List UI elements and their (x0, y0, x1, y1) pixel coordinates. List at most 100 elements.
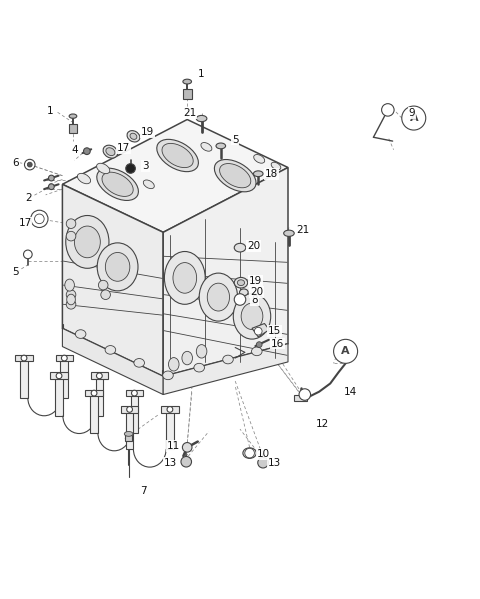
Circle shape (258, 458, 268, 468)
Ellipse shape (199, 273, 238, 321)
Text: 7: 7 (140, 486, 146, 497)
Text: 3: 3 (142, 161, 149, 171)
Polygon shape (163, 344, 288, 395)
Polygon shape (96, 376, 103, 416)
Circle shape (56, 373, 62, 379)
Ellipse shape (271, 162, 281, 170)
Ellipse shape (97, 243, 138, 291)
Circle shape (61, 355, 67, 361)
Ellipse shape (168, 358, 179, 371)
Polygon shape (126, 390, 143, 397)
Text: 5: 5 (12, 267, 19, 277)
Text: 5: 5 (232, 135, 239, 145)
Ellipse shape (75, 329, 86, 338)
Text: 18: 18 (264, 169, 278, 179)
Circle shape (126, 164, 135, 173)
Polygon shape (161, 406, 179, 413)
Ellipse shape (164, 252, 205, 304)
Circle shape (234, 294, 246, 305)
Ellipse shape (254, 155, 264, 163)
Circle shape (98, 280, 108, 290)
Text: 21: 21 (183, 108, 196, 118)
Ellipse shape (103, 145, 118, 158)
Ellipse shape (284, 230, 294, 237)
Ellipse shape (157, 140, 198, 172)
Circle shape (35, 214, 44, 223)
Text: 20: 20 (250, 288, 264, 297)
Polygon shape (91, 373, 108, 379)
Ellipse shape (106, 252, 130, 282)
Ellipse shape (234, 277, 248, 288)
Ellipse shape (69, 114, 77, 118)
Circle shape (96, 373, 102, 379)
Ellipse shape (183, 79, 192, 84)
Polygon shape (252, 323, 269, 337)
Ellipse shape (233, 294, 271, 339)
Circle shape (334, 340, 358, 364)
Ellipse shape (102, 172, 133, 196)
Ellipse shape (134, 359, 144, 367)
Ellipse shape (105, 346, 116, 354)
Text: 20: 20 (247, 241, 260, 251)
Polygon shape (50, 373, 68, 379)
Text: 12: 12 (316, 419, 329, 429)
Ellipse shape (241, 303, 263, 329)
Circle shape (66, 300, 76, 309)
Text: 13: 13 (164, 458, 177, 468)
Circle shape (254, 327, 262, 335)
Circle shape (101, 290, 110, 300)
Text: 9: 9 (408, 108, 415, 118)
Polygon shape (126, 409, 133, 449)
Text: 15: 15 (268, 326, 281, 335)
Polygon shape (125, 435, 132, 441)
Circle shape (21, 355, 27, 361)
Circle shape (84, 148, 90, 155)
Text: 6: 6 (12, 158, 19, 168)
Ellipse shape (74, 226, 100, 258)
Text: A: A (409, 113, 418, 123)
Text: 4: 4 (71, 145, 78, 155)
Text: 14: 14 (344, 387, 357, 397)
Ellipse shape (65, 279, 74, 291)
Text: 17: 17 (117, 143, 131, 153)
Circle shape (66, 219, 76, 228)
Text: 8: 8 (251, 295, 258, 305)
Circle shape (27, 162, 32, 167)
Ellipse shape (219, 164, 251, 187)
Polygon shape (15, 355, 33, 361)
Ellipse shape (124, 431, 133, 436)
Circle shape (24, 159, 35, 170)
Polygon shape (62, 119, 288, 232)
Circle shape (132, 390, 137, 396)
Circle shape (181, 456, 192, 467)
Polygon shape (62, 184, 163, 376)
Ellipse shape (216, 143, 226, 149)
Ellipse shape (130, 133, 137, 140)
Text: 1: 1 (198, 69, 205, 79)
Ellipse shape (173, 262, 197, 294)
Ellipse shape (97, 168, 138, 201)
Ellipse shape (234, 243, 246, 252)
Polygon shape (90, 392, 98, 433)
Text: 2: 2 (25, 193, 32, 202)
Circle shape (299, 389, 311, 400)
Ellipse shape (96, 164, 110, 174)
Ellipse shape (77, 173, 91, 184)
Ellipse shape (196, 344, 207, 358)
Circle shape (382, 104, 394, 116)
Circle shape (31, 210, 48, 228)
Polygon shape (60, 358, 68, 398)
Circle shape (167, 407, 173, 412)
Polygon shape (131, 392, 138, 433)
Ellipse shape (67, 294, 75, 305)
Circle shape (256, 342, 262, 347)
Ellipse shape (162, 143, 193, 168)
Ellipse shape (243, 448, 256, 458)
Text: 21: 21 (297, 225, 310, 235)
Text: 10: 10 (256, 449, 270, 459)
Polygon shape (121, 406, 138, 413)
Polygon shape (166, 409, 174, 449)
Ellipse shape (196, 116, 207, 122)
Circle shape (66, 231, 76, 241)
Ellipse shape (253, 171, 263, 177)
